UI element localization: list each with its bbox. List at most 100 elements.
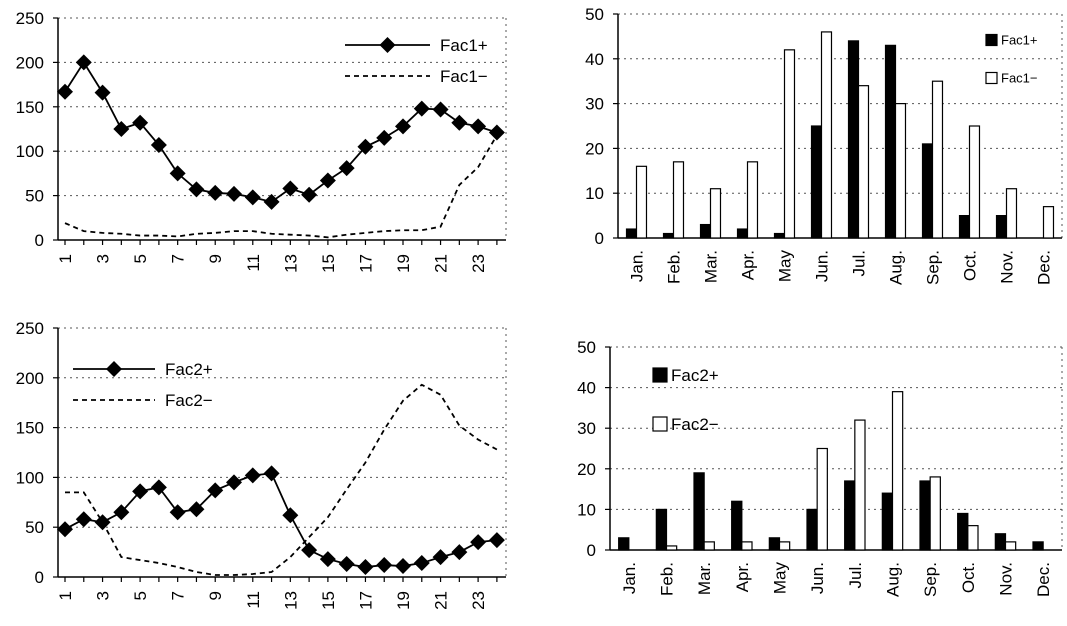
- data-point: [301, 186, 318, 203]
- bar-Fac2−: [816, 447, 828, 551]
- legend-marker: [106, 361, 122, 377]
- x-tick-label: Jan.: [628, 250, 647, 282]
- x-tick-label: 15: [319, 254, 338, 273]
- x-tick-label: Feb.: [665, 250, 684, 284]
- legend-label: Fac1+: [440, 36, 488, 55]
- bar-Fac1−: [783, 49, 796, 239]
- x-tick-label: Jan.: [620, 562, 639, 594]
- bar-Fac1−: [820, 31, 833, 239]
- data-point: [75, 54, 92, 71]
- x-tick-label: 23: [469, 591, 488, 610]
- chart-fac2-monthly: 0 10 20 30 40 50 Jan. Feb. Mar. Apr. May Jun. Jul. Au…: [577, 338, 1063, 597]
- x-tick-label: Oct.: [959, 562, 978, 593]
- bar-Fac2+: [731, 500, 743, 551]
- data-point: [488, 124, 505, 141]
- y-tick-label: 100: [16, 468, 44, 487]
- legend-swatch: [985, 71, 998, 85]
- x-tick-label: Aug.: [887, 250, 906, 285]
- bar-Fac2−: [967, 525, 979, 551]
- x-tick-label: Jul.: [850, 250, 869, 276]
- y-tick-label: 200: [16, 369, 44, 388]
- x-tick-label: 1: [56, 591, 75, 600]
- bar-Fac1+: [847, 40, 860, 239]
- bar-Fac2+: [768, 537, 781, 551]
- y-tick-label: 30: [577, 419, 596, 438]
- data-point: [338, 160, 355, 177]
- x-tick-label: May: [771, 562, 790, 595]
- y-tick-label: 50: [585, 5, 604, 24]
- x-tick-label: 13: [281, 591, 300, 610]
- data-point: [451, 114, 468, 131]
- data-point: [282, 180, 299, 197]
- bar-Fac2+: [1032, 541, 1044, 551]
- bar-Fac2+: [806, 508, 818, 551]
- x-tick-label: Dec.: [1035, 250, 1054, 285]
- data-point: [132, 114, 149, 131]
- bar-Fac1+: [958, 215, 971, 239]
- legend-label: Fac2+: [165, 360, 213, 379]
- bar-Fac2+: [994, 533, 1007, 551]
- data-point: [451, 544, 468, 561]
- legend-label: Fac2−: [165, 391, 213, 410]
- x-tick-label: 17: [356, 254, 375, 273]
- data-point: [357, 559, 374, 576]
- legend-swatch: [652, 367, 668, 383]
- y-tick-label: 100: [16, 142, 44, 161]
- y-tick-label: 10: [585, 184, 604, 203]
- data-point: [357, 138, 374, 155]
- data-point: [57, 521, 73, 538]
- x-tick-label: Apr.: [739, 250, 758, 280]
- y-tick-label: 50: [577, 338, 596, 357]
- y-tick-label: 50: [25, 187, 44, 206]
- y-tick-label: 40: [585, 50, 604, 69]
- y-tick-label: 30: [585, 95, 604, 114]
- y-tick-label: 0: [35, 568, 44, 587]
- data-point: [113, 121, 130, 137]
- x-tick-label: 1: [56, 254, 75, 263]
- y-tick-label: 150: [16, 98, 44, 117]
- bar-Fac2+: [881, 492, 894, 551]
- y-tick-label: 10: [577, 500, 596, 519]
- data-point: [470, 534, 487, 551]
- data-point: [432, 549, 449, 566]
- data-point: [395, 558, 412, 575]
- series-line-Fac2−: [65, 383, 498, 576]
- x-tick-label: 19: [394, 591, 413, 610]
- bar-Fac1+: [625, 228, 638, 239]
- x-tick-label: Nov.: [997, 562, 1016, 596]
- x-tick-label: 3: [94, 254, 113, 263]
- data-point: [319, 172, 336, 189]
- y-tick-label: 250: [16, 319, 44, 338]
- data-point: [113, 504, 130, 521]
- x-tick-label: 21: [432, 591, 451, 610]
- legend-label: Fac1−: [440, 67, 488, 86]
- bar-Fac1−: [1042, 206, 1055, 239]
- x-tick-label: Jul.: [846, 562, 865, 588]
- x-tick-label: Sep.: [924, 250, 943, 285]
- x-tick-label: 9: [206, 254, 225, 263]
- series-line-Fac1+: [64, 60, 498, 203]
- bar-Fac2−: [703, 541, 715, 551]
- data-point: [263, 193, 280, 210]
- bar-Fac1+: [884, 44, 897, 239]
- x-tick-label: 3: [94, 591, 113, 600]
- bar-Fac1+: [921, 143, 934, 239]
- bar-Fac2−: [778, 541, 791, 551]
- data-point: [132, 483, 149, 500]
- bar-Fac2+: [618, 537, 630, 551]
- bar-Fac1−: [635, 165, 648, 239]
- data-point: [470, 118, 487, 135]
- bar-Fac1+: [662, 232, 675, 239]
- data-point: [94, 84, 111, 101]
- bar-Fac1−: [672, 161, 685, 239]
- data-point: [432, 101, 449, 118]
- bar-Fac2+: [844, 480, 856, 551]
- x-tick-label: 17: [356, 591, 375, 610]
- bar-Fac1+: [810, 125, 823, 239]
- bar-Fac1−: [1005, 188, 1018, 239]
- data-point: [413, 555, 430, 572]
- legend-label: Fac2+: [671, 366, 719, 385]
- bar-Fac2+: [655, 508, 668, 551]
